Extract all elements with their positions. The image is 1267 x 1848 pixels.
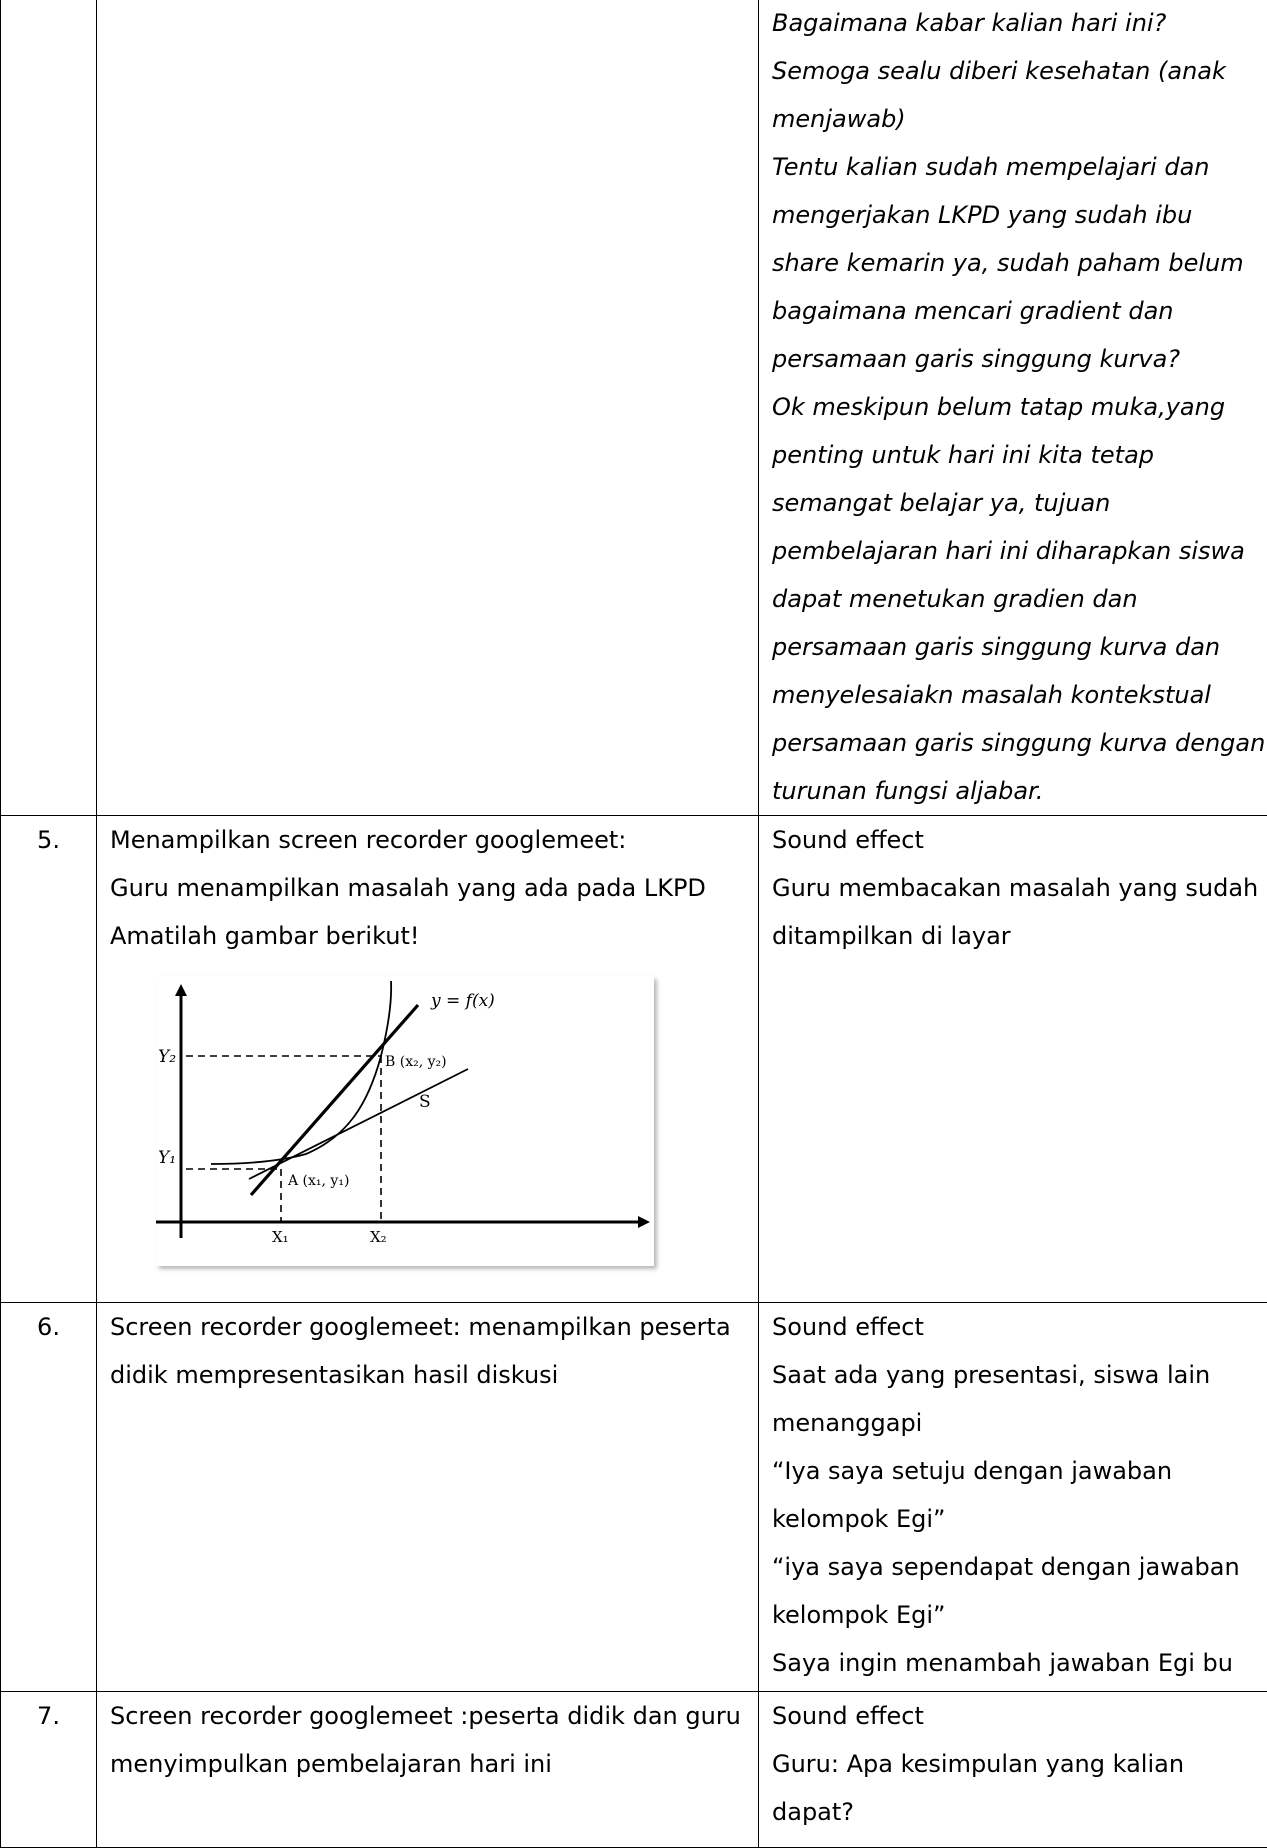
visual-line: menyimpulkan pembelajaran hari ini	[110, 1740, 758, 1788]
tangent-s-label: S	[419, 1092, 431, 1112]
y2-label: Y₂	[158, 1047, 176, 1067]
audio-line: Guru: Apa kesimpulan yang kalian	[772, 1740, 1267, 1788]
x2-label: X₂	[370, 1228, 387, 1246]
visual-cell: Menampilkan screen recorder googlemeet: …	[97, 816, 759, 1303]
audio-line: Sound effect	[772, 816, 1267, 864]
audio-line: pembelajaran hari ini diharapkan siswa	[772, 527, 1267, 575]
audio-line: Tentu kalian sudah mempelajari dan	[772, 143, 1267, 191]
audio-line: Ok meskipun belum tatap muka,yang	[772, 383, 1267, 431]
audio-line: Sound effect	[772, 1692, 1267, 1740]
curve-label: y = f(x)	[430, 991, 495, 1011]
audio-line: kelompok Egi”	[772, 1591, 1267, 1639]
audio-line: semangat belajar ya, tujuan	[772, 479, 1267, 527]
audio-line: persamaan garis singgung kurva dengan	[772, 719, 1267, 767]
table-row: Bagaimana kabar kalian hari ini? Semoga …	[1, 0, 1267, 816]
row-number	[1, 0, 97, 816]
audio-cell: Sound effect Guru membacakan masalah yan…	[759, 816, 1267, 1303]
visual-line: Amatilah gambar berikut!	[110, 912, 758, 960]
visual-line: Screen recorder googlemeet :peserta didi…	[110, 1692, 758, 1740]
audio-line: menjawab)	[772, 95, 1267, 143]
visual-line: Menampilkan screen recorder googlemeet:	[110, 816, 758, 864]
tangent-line-figure: y = f(x) Y₂ Y₁ B (x₂, y₂) A (x₁, y₁) S X…	[156, 976, 654, 1266]
point-b-label: B (x₂, y₂)	[385, 1054, 447, 1070]
visual-cell: Screen recorder googlemeet: menampilkan …	[97, 1303, 759, 1692]
audio-line: penting untuk hari ini kita tetap	[772, 431, 1267, 479]
audio-line: persamaan garis singgung kurva dan	[772, 623, 1267, 671]
audio-line: dapat menetukan gradien dan	[772, 575, 1267, 623]
audio-line: ditampilkan di layar	[772, 912, 1267, 960]
audio-line: “iya saya sependapat dengan jawaban	[772, 1543, 1267, 1591]
row-number: 5.	[1, 816, 97, 1303]
audio-line: menanggapi	[772, 1399, 1267, 1447]
table-row: 7. Screen recorder googlemeet :peserta d…	[1, 1692, 1267, 1848]
audio-line: mengerjakan LKPD yang sudah ibu	[772, 191, 1267, 239]
audio-line: turunan fungsi aljabar.	[772, 767, 1267, 815]
table-row: 5. Menampilkan screen recorder googlemee…	[1, 816, 1267, 1303]
audio-line: Semoga sealu diberi kesehatan (anak	[772, 47, 1267, 95]
audio-line: Saat ada yang presentasi, siswa lain	[772, 1351, 1267, 1399]
visual-line: Guru menampilkan masalah yang ada pada L…	[110, 864, 758, 912]
audio-line: Saya ingin menambah jawaban Egi bu	[772, 1639, 1267, 1687]
visual-line: Screen recorder googlemeet: menampilkan …	[110, 1303, 758, 1351]
audio-line: bagaimana mencari gradient dan	[772, 287, 1267, 335]
point-a-label: A (x₁, y₁)	[287, 1173, 349, 1189]
audio-line: Sound effect	[772, 1303, 1267, 1351]
visual-cell	[97, 0, 759, 816]
tangent-diagram: y = f(x) Y₂ Y₁ B (x₂, y₂) A (x₁, y₁) S X…	[156, 976, 654, 1266]
audio-line: dapat?	[772, 1788, 1267, 1836]
audio-line: share kemarin ya, sudah paham belum	[772, 239, 1267, 287]
audio-line: kelompok Egi”	[772, 1495, 1267, 1543]
audio-line: “Iya saya setuju dengan jawaban	[772, 1447, 1267, 1495]
audio-line: menyelesaiakn masalah kontekstual	[772, 671, 1267, 719]
visual-line: didik mempresentasikan hasil diskusi	[110, 1351, 758, 1399]
audio-cell: Sound effect Guru: Apa kesimpulan yang k…	[759, 1692, 1267, 1848]
audio-line: Bagaimana kabar kalian hari ini?	[772, 0, 1267, 47]
y1-label: Y₁	[158, 1148, 176, 1168]
audio-cell: Sound effect Saat ada yang presentasi, s…	[759, 1303, 1267, 1692]
audio-line: Guru membacakan masalah yang sudah	[772, 864, 1267, 912]
visual-cell: Screen recorder googlemeet :peserta didi…	[97, 1692, 759, 1848]
tangent-line-s	[249, 1069, 468, 1179]
secant-line	[251, 1005, 418, 1195]
row-number: 6.	[1, 1303, 97, 1692]
row-number: 7.	[1, 1692, 97, 1848]
x1-label: X₁	[272, 1228, 289, 1246]
audio-cell: Bagaimana kabar kalian hari ini? Semoga …	[759, 0, 1267, 816]
audio-line: persamaan garis singgung kurva?	[772, 335, 1267, 383]
table-row: 6. Screen recorder googlemeet: menampilk…	[1, 1303, 1267, 1692]
